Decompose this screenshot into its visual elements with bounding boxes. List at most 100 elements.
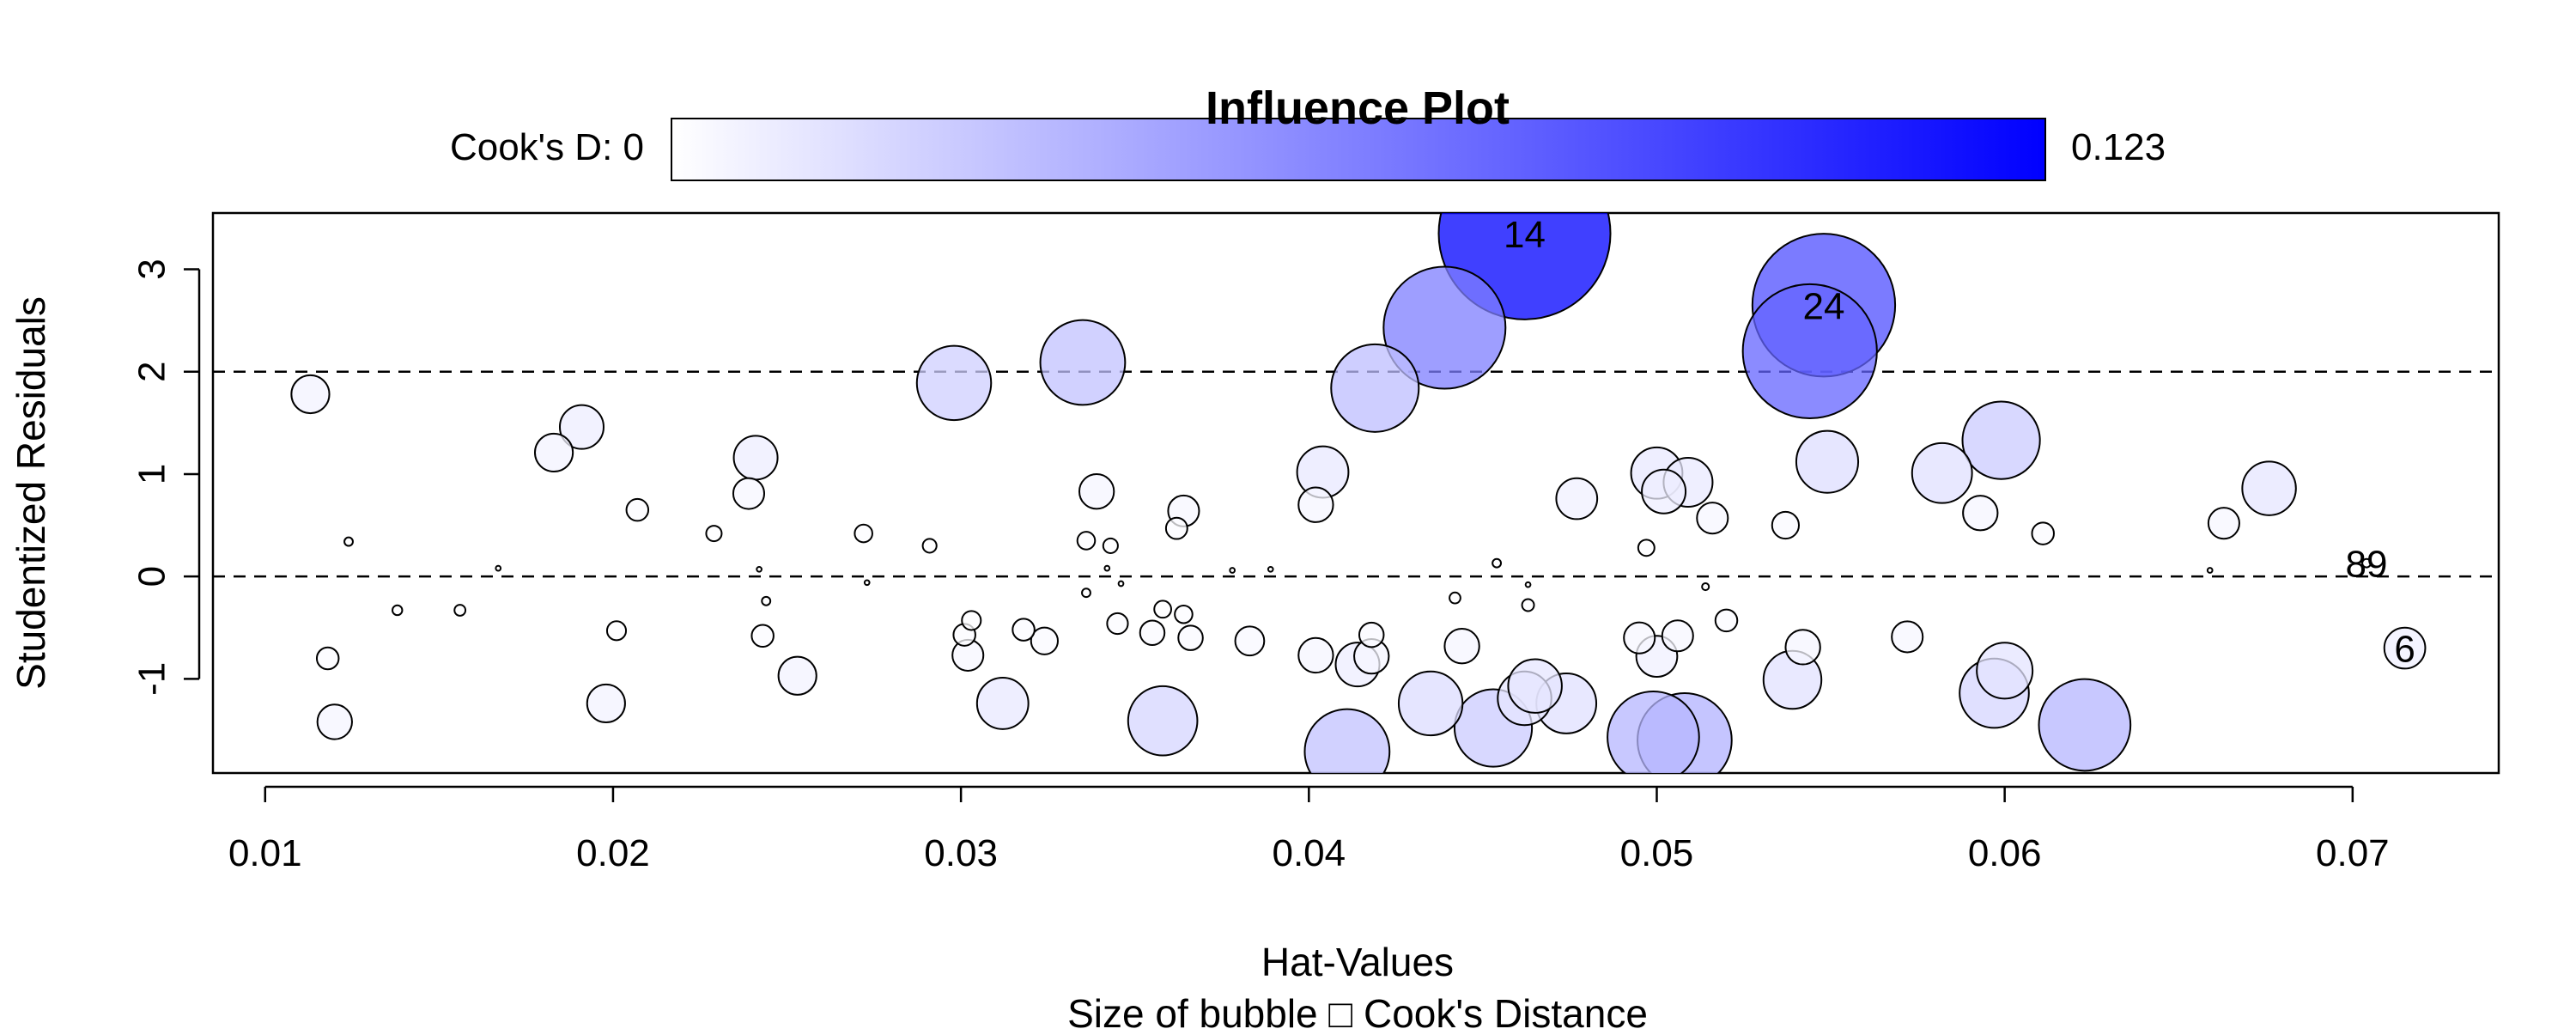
bubble-point bbox=[921, 538, 938, 554]
bubble-point bbox=[1164, 516, 1188, 540]
bubble-point bbox=[1443, 628, 1480, 665]
bubble-point bbox=[1976, 642, 2034, 700]
bubble-point bbox=[1771, 510, 1801, 540]
bubble-point bbox=[1524, 581, 1532, 588]
bubble-point bbox=[315, 646, 340, 671]
x-tick-label: 0.07 bbox=[2316, 832, 2390, 874]
bubble-point bbox=[1741, 283, 1878, 420]
y-tick-label: -1 bbox=[131, 662, 173, 696]
bubble-point bbox=[1696, 502, 1729, 535]
colorbar-gradient bbox=[671, 118, 2046, 181]
bubble-point bbox=[777, 655, 817, 696]
bubble-point bbox=[1382, 265, 1507, 390]
point-label-layer: 14 24 89 6 bbox=[1504, 214, 2415, 671]
bubble-point bbox=[915, 344, 993, 422]
bubble-point bbox=[756, 565, 762, 573]
bubble-point bbox=[1911, 441, 1973, 504]
x-tick-label: 0.04 bbox=[1272, 832, 1346, 874]
bubble-point bbox=[1449, 591, 1461, 605]
bubble-point bbox=[2241, 460, 2297, 516]
bubble-point bbox=[1623, 621, 1656, 654]
plot-frame bbox=[211, 211, 2500, 775]
bubble-point bbox=[1637, 539, 1656, 557]
bubble-point bbox=[1177, 624, 1204, 651]
bubble-point bbox=[2031, 521, 2055, 545]
bubble-point bbox=[1714, 608, 1739, 633]
bubble-point bbox=[1117, 580, 1125, 588]
bubble-point bbox=[854, 523, 873, 544]
point-label: 14 bbox=[1504, 214, 1546, 256]
bubble-point bbox=[761, 595, 772, 606]
bubble-point bbox=[533, 432, 574, 473]
bubble-point bbox=[1102, 537, 1119, 554]
bubble-point bbox=[1030, 626, 1059, 655]
bubble-point bbox=[705, 525, 723, 543]
x-tick-label: 0.01 bbox=[228, 832, 302, 874]
bubble-point bbox=[1492, 557, 1503, 569]
bubble-point bbox=[1962, 495, 1999, 532]
bubble-point bbox=[1961, 400, 2041, 480]
bubble-point bbox=[732, 477, 766, 510]
bubble-point bbox=[1234, 625, 1266, 657]
bubble-point bbox=[1081, 588, 1091, 599]
bubble-point bbox=[1607, 690, 1700, 773]
bubble-point bbox=[1397, 670, 1464, 737]
bubble-point bbox=[1330, 343, 1420, 433]
bubble-point bbox=[1358, 621, 1385, 648]
bubble-point bbox=[1106, 612, 1129, 636]
bubble-point bbox=[2383, 626, 2427, 670]
bubble-point bbox=[1229, 567, 1236, 574]
x-axis: 0.01 0.02 0.03 0.04 0.05 0.06 0.07 bbox=[228, 785, 2390, 874]
bubble-point bbox=[453, 604, 467, 617]
x-tick-label: 0.03 bbox=[924, 832, 998, 874]
bubble-point bbox=[1078, 473, 1115, 510]
colorbar-min-label: Cook's D: 0 bbox=[450, 126, 644, 168]
bubble-point bbox=[1521, 598, 1535, 612]
bubble-point bbox=[1303, 708, 1391, 773]
point-label: 89 bbox=[2346, 544, 2388, 586]
bubble-point bbox=[392, 604, 404, 617]
bubble-point bbox=[1555, 477, 1599, 521]
bubble-point bbox=[1701, 582, 1710, 592]
bubble-point bbox=[495, 564, 502, 572]
bubble-point bbox=[1641, 468, 1687, 514]
point-label: 24 bbox=[1802, 285, 1844, 327]
x-axis-title: Hat-Values bbox=[1261, 940, 1454, 984]
bubble-point bbox=[316, 703, 353, 740]
bubble-point bbox=[343, 536, 354, 547]
bubble-point bbox=[1297, 486, 1334, 523]
bubble-point bbox=[1103, 564, 1111, 572]
bubble-point bbox=[1174, 604, 1194, 624]
bubble-point bbox=[1012, 618, 1036, 642]
bubble-point bbox=[975, 677, 1030, 730]
bubble-point bbox=[1153, 600, 1173, 619]
bubble-point bbox=[1661, 619, 1694, 653]
chart-title: Influence Plot bbox=[1206, 82, 1510, 134]
bubble-point bbox=[586, 683, 626, 724]
y-tick-label: 3 bbox=[131, 259, 173, 279]
y-axis-title: Studentized Residuals bbox=[9, 296, 53, 690]
y-tick-label: 1 bbox=[131, 464, 173, 484]
x-tick-label: 0.02 bbox=[576, 832, 650, 874]
bubble-point bbox=[625, 497, 650, 522]
bubble-point bbox=[1507, 658, 1563, 714]
bubble-point bbox=[1267, 565, 1274, 573]
bubble-point bbox=[2038, 678, 2132, 772]
bubble-point bbox=[1891, 620, 1924, 654]
bubble-point bbox=[2361, 557, 2372, 569]
bubble-point bbox=[1297, 636, 1334, 674]
point-label: 6 bbox=[2394, 629, 2415, 671]
bubble-point bbox=[1039, 319, 1127, 406]
y-tick-label: 2 bbox=[131, 362, 173, 382]
bubble-point bbox=[1139, 619, 1166, 646]
bubble-point bbox=[732, 435, 779, 481]
bubble-point bbox=[750, 624, 775, 648]
bubble-point bbox=[2206, 567, 2214, 574]
bubble-point bbox=[1076, 531, 1097, 551]
bubble-point bbox=[1784, 629, 1821, 666]
y-tick-label: 0 bbox=[131, 566, 173, 587]
chart-subtitle: Size of bubble □ Cook's Distance bbox=[1067, 991, 1648, 1031]
bubble-point bbox=[605, 620, 628, 642]
